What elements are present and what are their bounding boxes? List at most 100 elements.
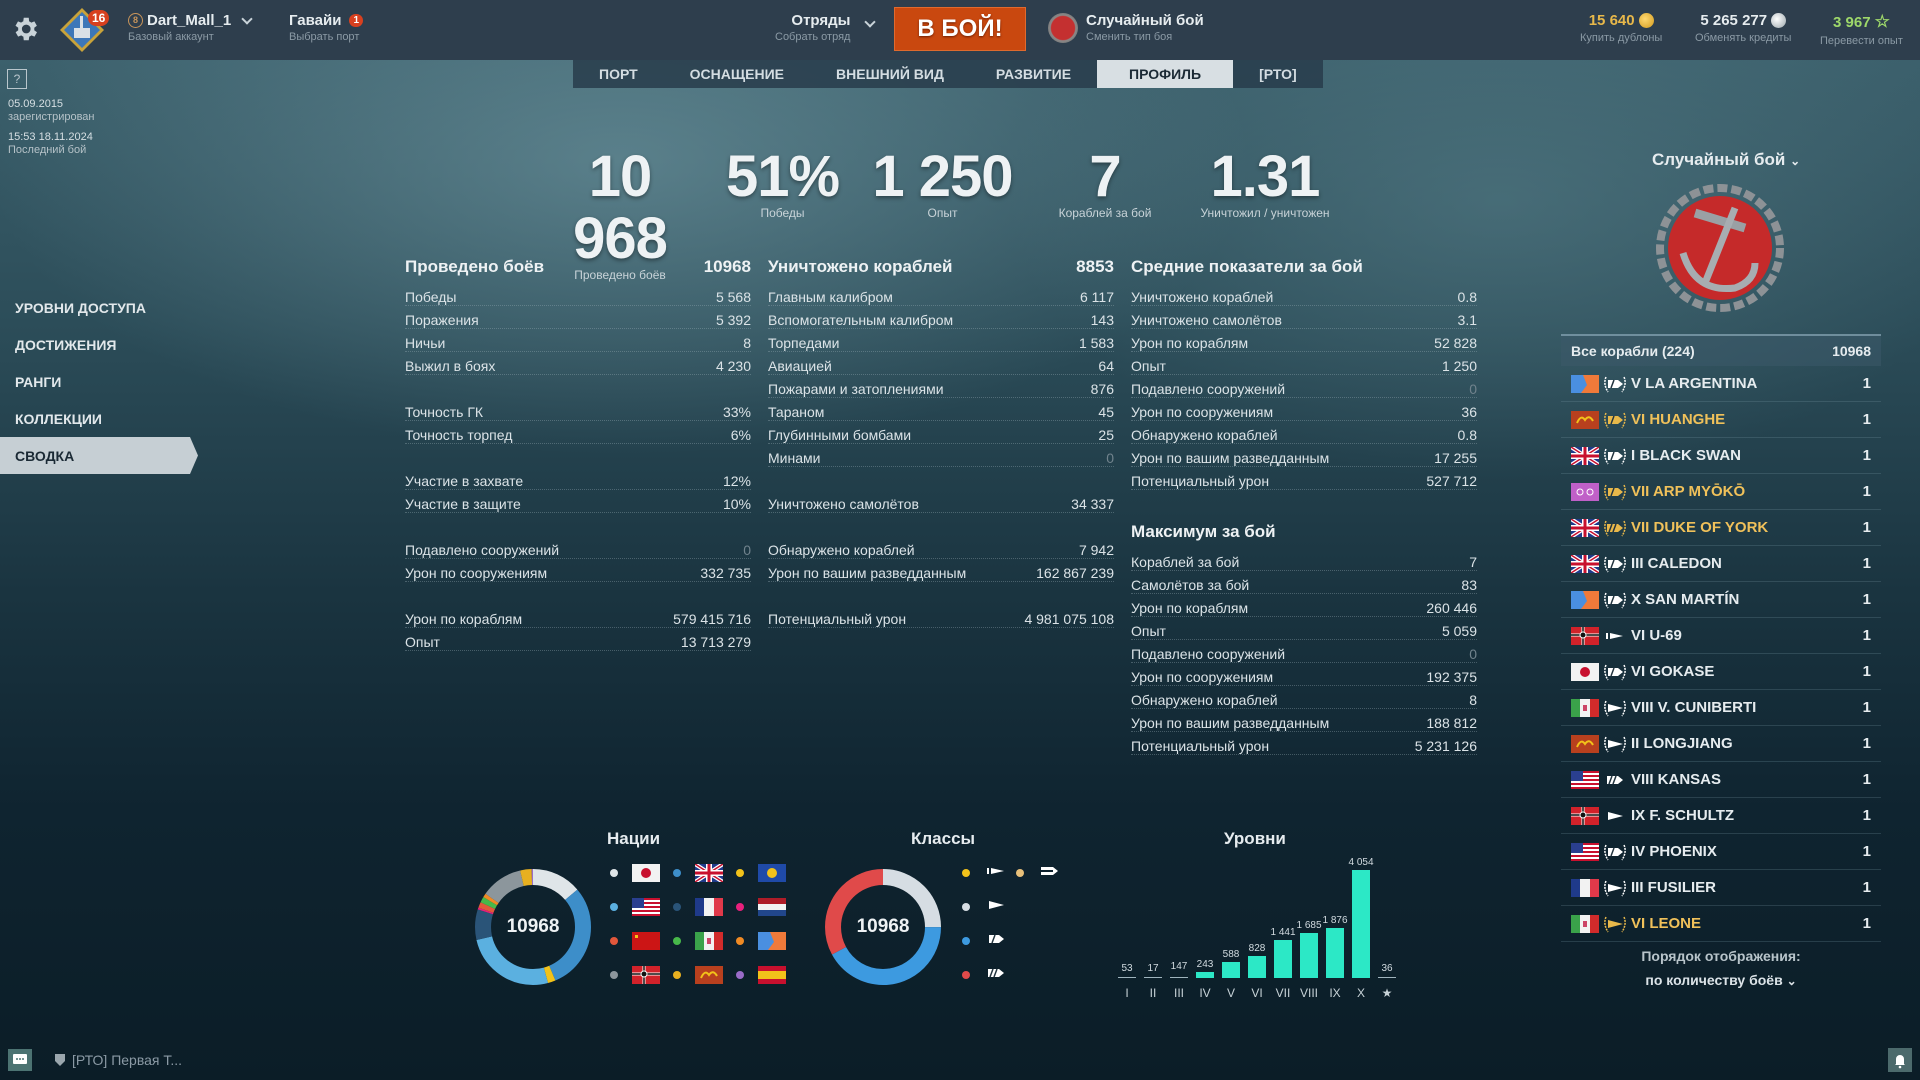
maximum-column: Максимум за бой Кораблей за бой 7 Самолёт… xyxy=(1131,516,1477,755)
tab-port[interactable]: ПОРТ xyxy=(599,66,638,82)
uk-flag-icon xyxy=(1571,554,1599,573)
sort-order-dropdown[interactable]: по количеству боёв ⌄ xyxy=(1561,968,1881,993)
tier-bar-value: 1 441 xyxy=(1270,926,1296,938)
legend-dot xyxy=(736,971,744,979)
ship-row[interactable]: II LONGJIANG 1 xyxy=(1561,726,1881,762)
legend-dot xyxy=(610,937,618,945)
stat-row: Уничтожено кораблей 0.8 xyxy=(1131,283,1477,306)
sidebar-item-collections[interactable]: КОЛЛЕКЦИИ xyxy=(15,410,102,427)
stat-value: 188 812 xyxy=(1426,715,1477,731)
ship-list-header: Все корабли (224) 10968 xyxy=(1561,334,1881,366)
legend-item-spain xyxy=(736,958,799,992)
sidebar-item-ranks[interactable]: РАНГИ xyxy=(15,373,62,390)
stat-row: Подавлено сооружений 0 xyxy=(1131,375,1477,398)
carrier-class-icon xyxy=(1038,860,1062,887)
ship-row[interactable]: VIII V. CUNIBERTI 1 xyxy=(1561,690,1881,726)
ship-battle-count: 1 xyxy=(1862,483,1871,500)
ship-name: VI HUANGHE xyxy=(1631,411,1726,428)
tab-appearance[interactable]: ВНЕШНИЙ ВИД xyxy=(836,66,944,82)
tier-bar: 1 685 xyxy=(1296,920,1322,978)
ship-battle-count: 1 xyxy=(1862,555,1871,572)
ship-row[interactable]: III CALEDON 1 xyxy=(1561,546,1881,582)
summary-value: 1 250 xyxy=(872,144,1013,209)
tab-clan[interactable]: [РТО] xyxy=(1259,66,1297,82)
japan-flag-icon xyxy=(632,864,660,882)
germany-flag-icon xyxy=(632,966,660,984)
stat-label: Минами xyxy=(768,450,821,466)
ship-row[interactable]: VI U-69 1 xyxy=(1561,618,1881,654)
clan-chat-link[interactable]: [РТО] Первая Т... xyxy=(54,1052,182,1068)
sidebar-item-achievements[interactable]: ДОСТИЖЕНИЯ xyxy=(15,336,117,353)
nations-donut-total: 10968 xyxy=(506,916,560,937)
chevron-down-icon xyxy=(241,12,253,25)
ship-row[interactable]: VII DUKE OF YORK 1 xyxy=(1561,510,1881,546)
legend-item-usa xyxy=(610,890,673,924)
tier-label: VI xyxy=(1251,986,1263,1000)
chat-button[interactable] xyxy=(8,1049,32,1071)
stat-value: 5 059 xyxy=(1441,623,1477,639)
gear-icon[interactable] xyxy=(10,14,40,44)
ship-row[interactable]: I BLACK SWAN 1 xyxy=(1561,438,1881,474)
tab-equipment[interactable]: ОСНАЩЕНИЕ xyxy=(689,66,785,82)
tier-bar: 828 xyxy=(1248,943,1266,978)
ship-row[interactable]: VII ARP MYŌKŌ 1 xyxy=(1561,474,1881,510)
tab-profile[interactable]: ПРОФИЛЬ xyxy=(1097,60,1234,88)
nations-legend xyxy=(610,856,799,992)
ship-row[interactable]: IV PHOENIX 1 xyxy=(1561,834,1881,870)
ship-battle-count: 1 xyxy=(1862,699,1871,716)
summary-value: 51% xyxy=(725,144,840,209)
free-xp-button[interactable]: 3 967 ☆ Перевести опыт xyxy=(1820,12,1903,47)
chevron-down-icon[interactable] xyxy=(864,16,876,28)
tab-research[interactable]: РАЗВИТИЕ xyxy=(995,66,1072,82)
squad-button[interactable]: Отряды Собрать отряд xyxy=(775,12,850,43)
ship-name: VIII V. CUNIBERTI xyxy=(1631,699,1757,716)
ship-name: II LONGJIANG xyxy=(1631,735,1733,752)
legend-item-uk xyxy=(673,856,736,890)
account-menu[interactable]: 8 Dart_Mall_1 Базовый аккаунт xyxy=(128,12,253,43)
help-button[interactable]: ? xyxy=(7,69,27,89)
battle-button[interactable]: В БОЙ! xyxy=(894,7,1026,51)
ship-row[interactable]: VI GOKASE 1 xyxy=(1561,654,1881,690)
stat-row: Опыт 13 713 279 xyxy=(405,628,751,651)
chat-icon xyxy=(13,1054,27,1064)
stat-value: 7 942 xyxy=(1078,542,1114,558)
ship-row[interactable]: X SAN MARTÍN 1 xyxy=(1561,582,1881,618)
sidebar-item-access-levels[interactable]: УРОВНИ ДОСТУПА xyxy=(15,299,146,316)
ship-name: VI GOKASE xyxy=(1631,663,1715,680)
stat-label: Тараном xyxy=(768,404,825,420)
stat-value: 527 712 xyxy=(1426,473,1477,489)
stat-row: Урон по сооружениям 192 375 xyxy=(1131,663,1477,686)
battle-type-dropdown[interactable]: Случайный бой ⌄ xyxy=(1652,150,1800,170)
port-name: Гавайи xyxy=(289,12,342,29)
column-total: 10968 xyxy=(703,257,751,276)
germany-flag-icon xyxy=(1571,806,1599,825)
stat-row: Участие в защите 10% xyxy=(405,490,751,513)
ship-row[interactable]: VI HUANGHE 1 xyxy=(1561,402,1881,438)
notifications-button[interactable] xyxy=(1888,1048,1912,1072)
legend-dot xyxy=(736,903,744,911)
stat-value: 0 xyxy=(1106,450,1114,466)
battle-mode-selector[interactable]: Случайный бой Сменить тип боя xyxy=(1048,12,1204,43)
ship-row[interactable]: III FUSILIER 1 xyxy=(1561,870,1881,906)
sidebar-item-summary[interactable]: СВОДКА xyxy=(0,437,198,474)
stat-label: Главным калибром xyxy=(768,289,893,305)
legend-item-italy xyxy=(673,924,736,958)
random-battle-icon xyxy=(1048,12,1078,43)
credits-button[interactable]: 5 265 277 Обменять кредиты xyxy=(1695,12,1791,44)
battle-mode-sub: Сменить тип боя xyxy=(1086,31,1173,43)
ship-row[interactable]: IX F. SCHULTZ 1 xyxy=(1561,798,1881,834)
ship-row[interactable]: V LA ARGENTINA 1 xyxy=(1561,366,1881,402)
ship-row[interactable]: VI LEONE 1 xyxy=(1561,906,1881,942)
cruiser-class-icon xyxy=(1603,481,1627,503)
uk-flag-icon xyxy=(695,864,723,882)
usa-flag-icon xyxy=(1571,770,1599,789)
ship-battle-count: 1 xyxy=(1862,519,1871,536)
tier-bar-value: 17 xyxy=(1147,963,1159,974)
ship-row[interactable]: VIII KANSAS 1 xyxy=(1561,762,1881,798)
italy-flag-icon xyxy=(1571,914,1599,933)
legend-dot xyxy=(673,971,681,979)
port-selector[interactable]: Гавайи 1 Выбрать порт xyxy=(289,12,364,43)
stat-row: Уничтожено самолётов 34 337 xyxy=(768,490,1114,513)
doubloons-button[interactable]: 15 640 Купить дублоны xyxy=(1580,12,1662,44)
credits-sub: Обменять кредиты xyxy=(1695,32,1792,44)
